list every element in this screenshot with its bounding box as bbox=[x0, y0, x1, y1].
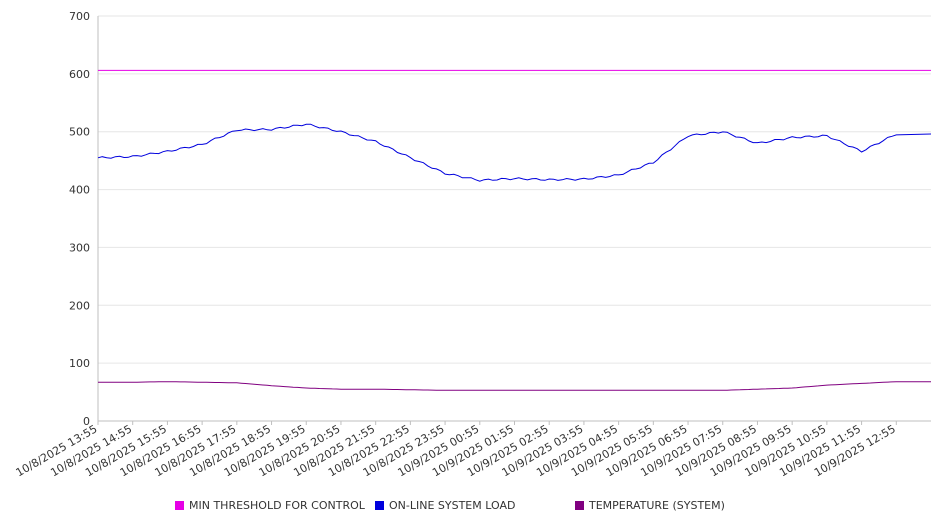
legend-swatch bbox=[575, 501, 584, 510]
legend-item-system-load[interactable]: ON-LINE SYSTEM LOAD bbox=[375, 499, 515, 512]
legend-swatch bbox=[175, 501, 184, 510]
legend-label: ON-LINE SYSTEM LOAD bbox=[389, 499, 516, 512]
y-tick-label: 200 bbox=[69, 299, 90, 312]
y-tick-label: 500 bbox=[69, 126, 90, 139]
axes bbox=[97, 16, 931, 425]
legend: MIN THRESHOLD FOR CONTROL ON-LINE SYSTEM… bbox=[0, 496, 946, 516]
legend-swatch bbox=[375, 501, 384, 510]
y-tick-label: 400 bbox=[69, 184, 90, 197]
series-line bbox=[97, 123, 932, 182]
y-tick-labels: 0 100 200 300 400 500 600 700 bbox=[69, 10, 90, 428]
y-tick-label: 600 bbox=[69, 68, 90, 81]
y-tick-label: 300 bbox=[69, 241, 90, 254]
y-tick-label: 700 bbox=[69, 10, 90, 23]
series-line bbox=[98, 381, 931, 391]
legend-label: TEMPERATURE (SYSTEM) bbox=[589, 499, 725, 512]
legend-label: MIN THRESHOLD FOR CONTROL bbox=[189, 499, 365, 512]
series-lines bbox=[97, 69, 932, 391]
gridlines bbox=[98, 15, 931, 364]
y-tick-label: 100 bbox=[69, 357, 90, 370]
y-tick-label: 0 bbox=[83, 415, 90, 428]
legend-item-min-threshold[interactable]: MIN THRESHOLD FOR CONTROL bbox=[175, 499, 365, 512]
legend-item-temperature[interactable]: TEMPERATURE (SYSTEM) bbox=[575, 499, 725, 512]
